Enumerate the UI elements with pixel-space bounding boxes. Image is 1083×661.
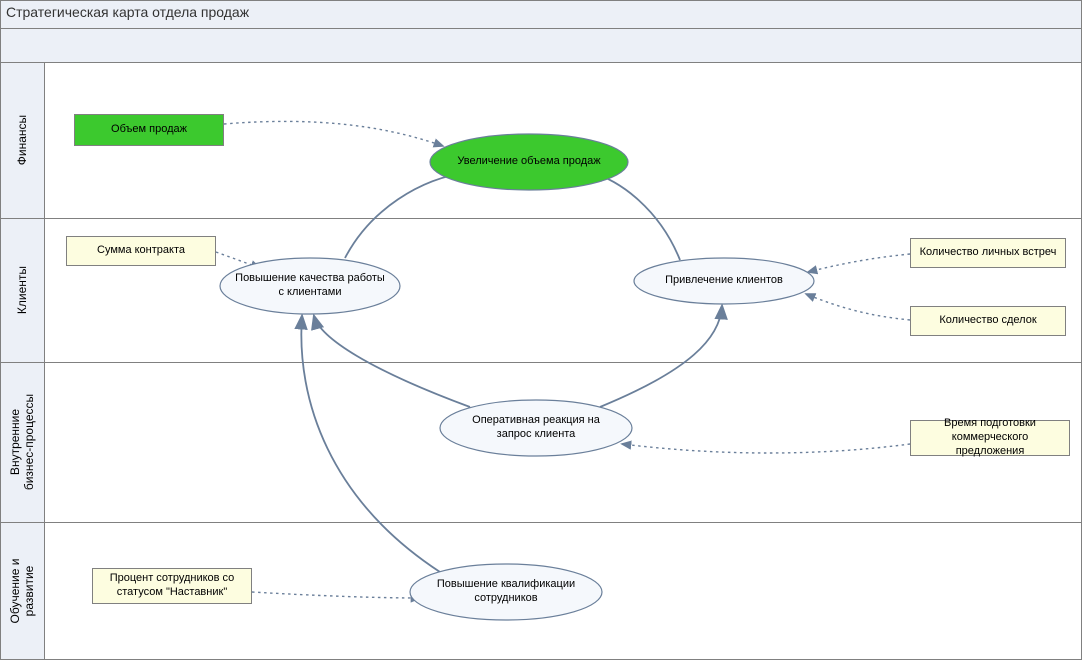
row-label-finance: Финансы	[0, 62, 44, 218]
edge-m_proposal_time-to-n_reaction	[622, 444, 910, 453]
edge-m_meetings-to-n_attract	[808, 254, 910, 272]
edge-n_reaction-to-n_attract	[600, 306, 722, 407]
edge-m_mentor_pct-to-n_training	[252, 592, 420, 598]
row-label-processes: Внутренние бизнес-процессы	[0, 362, 44, 522]
row-label-learning: Обучение и развитие	[0, 522, 44, 660]
edge-m_sales_vol-to-n_sales_volume	[224, 121, 443, 146]
edge-m_deals-to-n_attract	[806, 294, 910, 320]
edge-n_quality-to-n_sales_volume	[345, 172, 470, 258]
strategy-map-canvas: Стратегическая карта отдела продаж Финан…	[0, 0, 1083, 661]
row-label-clients: Клиенты	[0, 218, 44, 362]
edge-n_attract-to-n_sales_volume	[590, 172, 680, 260]
diagram-title: Стратегическая карта отдела продаж	[6, 4, 249, 20]
diagram-svg	[0, 0, 1083, 661]
edge-n_training-to-n_quality	[301, 316, 440, 572]
edge-n_reaction-to-n_quality	[314, 316, 470, 407]
